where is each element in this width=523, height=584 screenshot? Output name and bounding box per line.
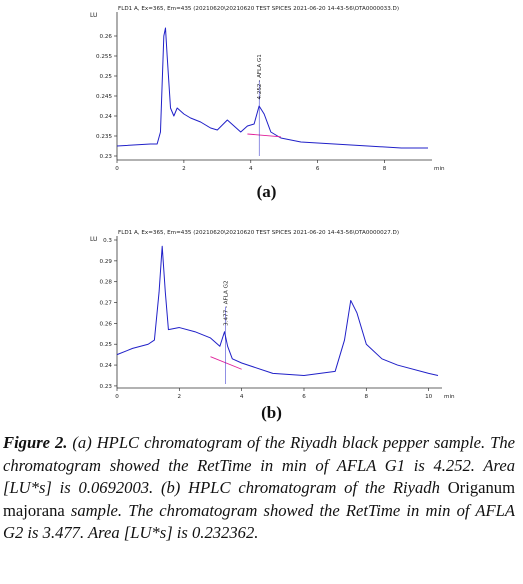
caption-text: (a) HPLC chromatogram of the Riyadh blac… xyxy=(3,433,516,497)
x-tick-label: 0 xyxy=(115,394,119,400)
y-tick-label: 0.26 xyxy=(100,34,113,40)
x-tick-label: 8 xyxy=(365,394,369,400)
peak-label: 3.477 - AFLA G2 xyxy=(223,280,229,325)
chart-title: FLD1 A, Ex=365, Em=435 (20210620\2021062… xyxy=(118,6,399,12)
x-tick-label: 4 xyxy=(249,166,253,172)
y-tick-label: 0.26 xyxy=(100,321,113,327)
peak-label: 4.252 - AFLA G1 xyxy=(257,54,263,100)
y-tick-label: 0.29 xyxy=(100,259,113,265)
x-tick-label: 8 xyxy=(383,166,387,172)
y-axis-label: LU xyxy=(90,236,97,243)
y-tick-label: 0.25 xyxy=(100,74,113,80)
y-axis-label: LU xyxy=(90,12,97,19)
x-axis-label: min xyxy=(434,166,445,172)
chart: FLD1 A, Ex=365, Em=435 (20210620\2021062… xyxy=(90,230,455,422)
y-tick-label: 0.255 xyxy=(96,54,112,60)
panel-label: (a) xyxy=(257,182,277,201)
y-tick-label: 0.3 xyxy=(103,238,112,244)
x-tick-label: 0 xyxy=(115,166,119,172)
y-tick-label: 0.27 xyxy=(100,301,113,307)
baseline xyxy=(210,356,242,370)
panel-label: (b) xyxy=(261,403,282,422)
x-tick-label: 6 xyxy=(302,394,306,400)
y-tick-label: 0.245 xyxy=(96,94,112,100)
y-tick-label: 0.25 xyxy=(100,342,113,348)
x-tick-label: 2 xyxy=(182,166,186,172)
x-tick-label: 6 xyxy=(316,166,320,172)
y-tick-label: 0.24 xyxy=(100,114,113,120)
figure: FLD1 A, Ex=365, Em=435 (20210620\2021062… xyxy=(90,6,455,422)
caption-text: sample. The chromatogram showed the RetT… xyxy=(3,500,515,543)
caption-text: Origanum majorana xyxy=(3,478,515,520)
x-tick-label: 4 xyxy=(240,394,244,400)
x-tick-label: 2 xyxy=(178,394,182,400)
y-tick-label: 0.28 xyxy=(100,280,113,286)
chromatogram-line xyxy=(116,27,428,149)
x-tick-label: 10 xyxy=(425,394,433,400)
y-tick-label: 0.23 xyxy=(100,384,113,390)
y-tick-label: 0.24 xyxy=(100,363,113,369)
chromatogram-line xyxy=(116,245,439,376)
baseline xyxy=(247,133,281,138)
chart-title: FLD1 A, Ex=365, Em=435 (20210620\2021062… xyxy=(118,230,399,236)
chart: FLD1 A, Ex=365, Em=435 (20210620\2021062… xyxy=(90,6,445,201)
caption: Figure 2. (a) HPLC chromatogram of the R… xyxy=(3,432,515,545)
x-axis-label: min xyxy=(444,394,455,400)
y-tick-label: 0.235 xyxy=(96,134,112,140)
caption-text: Figure 2. xyxy=(3,433,68,452)
y-tick-label: 0.23 xyxy=(100,154,113,160)
